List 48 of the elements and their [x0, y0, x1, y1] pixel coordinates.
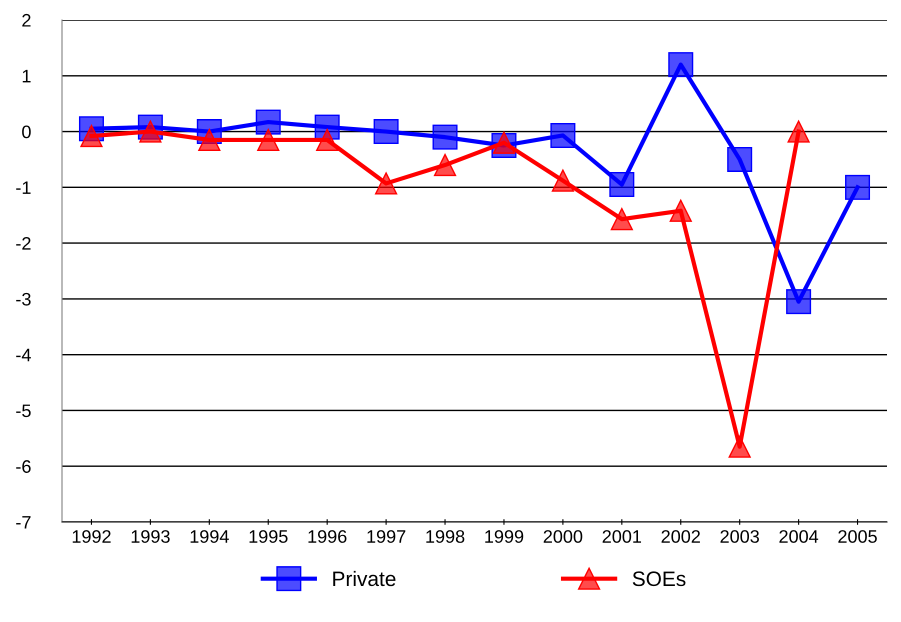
y-tick-label: 0	[22, 125, 31, 138]
point	[139, 120, 162, 143]
point	[550, 122, 576, 148]
x-tick-label: 1997	[367, 530, 406, 543]
point	[432, 124, 458, 150]
x-tick-label: 2004	[779, 530, 818, 543]
point	[552, 170, 574, 192]
legend-label: SOEs	[632, 571, 686, 586]
legend-label: Private	[333, 570, 396, 586]
x-tick-label: 2002	[662, 530, 700, 543]
point	[198, 128, 220, 152]
x-tick-label: 1996	[308, 530, 346, 543]
y-tick-label: 1	[22, 70, 31, 82]
y-tick-label: 2	[22, 14, 31, 27]
point	[257, 128, 280, 152]
x-tick-label: 2001	[602, 530, 642, 543]
y-tick-label: -6	[16, 460, 31, 473]
x-tick-label: 1993	[132, 530, 170, 543]
y-tick-label: -1	[16, 181, 31, 194]
point	[728, 436, 751, 458]
y-tick-label: -4	[16, 348, 31, 362]
point	[610, 208, 633, 230]
x-tick-label: 1999	[485, 530, 524, 543]
point	[609, 172, 634, 198]
point	[727, 146, 752, 172]
y-tick-label: -7	[16, 516, 31, 529]
x-tick-label: 1994	[190, 530, 229, 543]
point	[845, 174, 870, 200]
point	[316, 128, 338, 152]
point	[786, 289, 812, 314]
x-tick-label: 2000	[544, 530, 582, 543]
point	[670, 200, 692, 222]
point	[787, 120, 810, 143]
x-tick-label: 1995	[250, 530, 288, 543]
point	[668, 52, 694, 78]
x-tick-label: 1992	[72, 530, 111, 543]
y-tick-label: -5	[16, 404, 31, 418]
y-tick-label: -3	[16, 292, 31, 306]
point	[374, 119, 399, 144]
point	[374, 172, 398, 195]
point	[492, 132, 516, 154]
point	[434, 154, 456, 176]
y-tick-label: -2	[16, 237, 31, 250]
x-tick-label: 2005	[838, 530, 877, 543]
x-tick-label: 2003	[720, 530, 759, 543]
point	[80, 124, 103, 148]
point	[256, 110, 281, 135]
x-tick-label: 1998	[426, 530, 464, 543]
